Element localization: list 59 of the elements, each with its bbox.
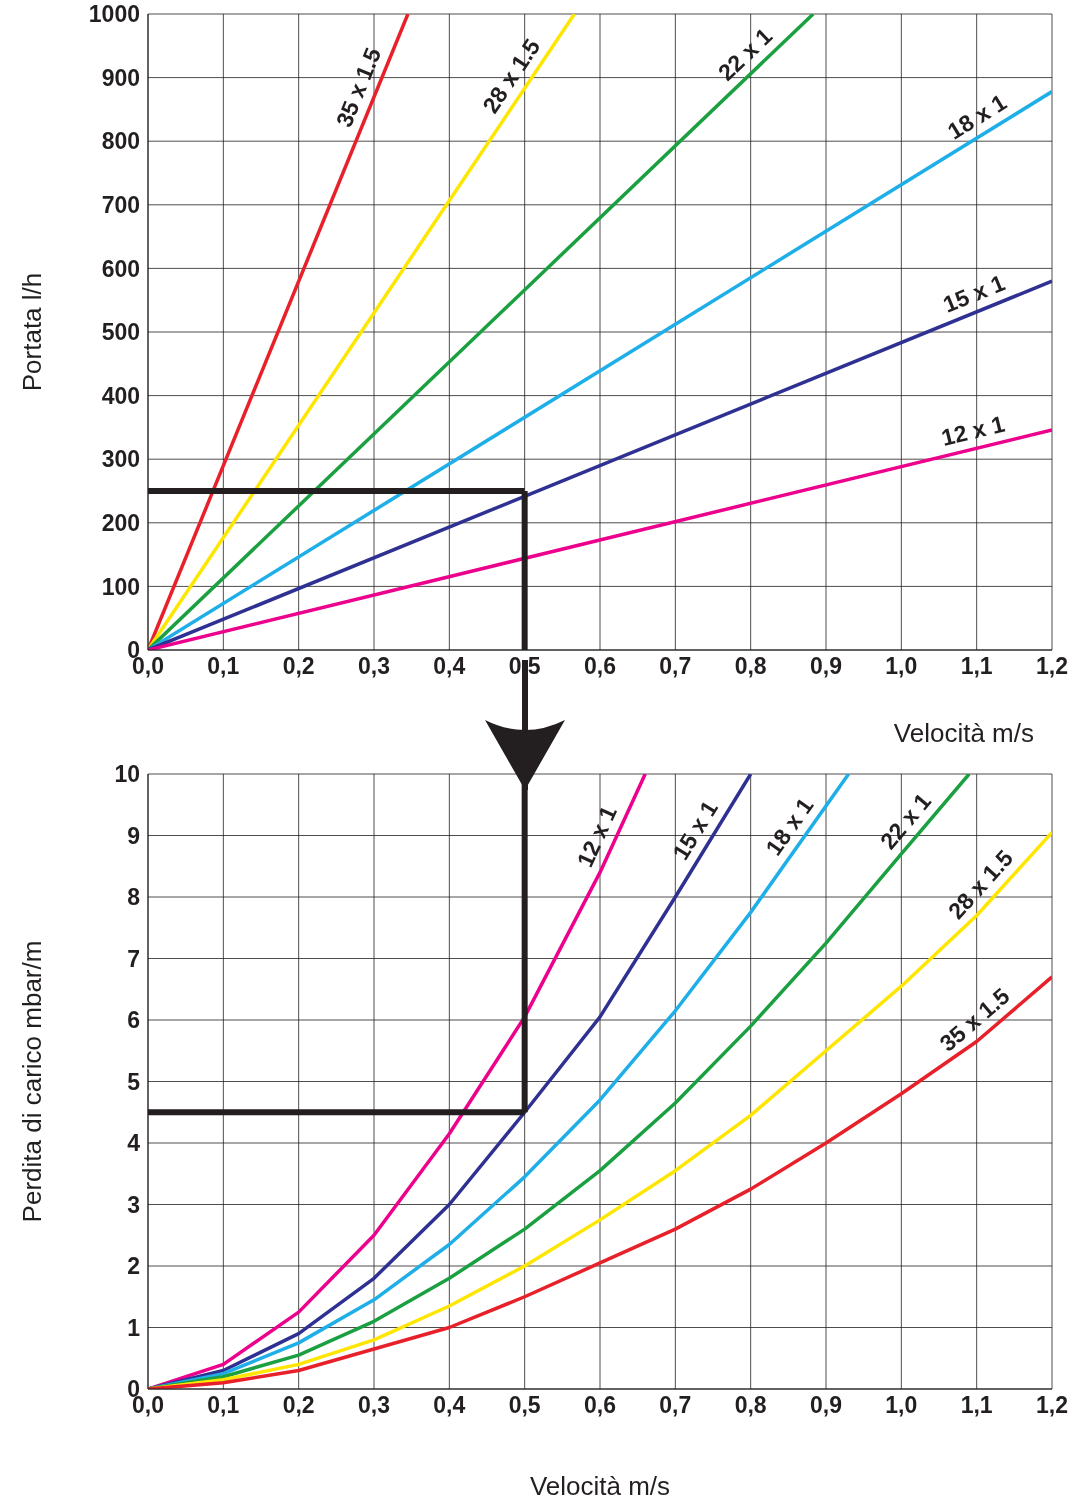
y-tick-label: 700 [101, 191, 140, 218]
x-tick-label: 0,1 [207, 1392, 240, 1419]
text: 22 x 1 [713, 22, 778, 86]
y-tick-label: 800 [101, 128, 140, 155]
x-tick-label: 0,2 [282, 1392, 315, 1419]
text: 28 x 1.5 [942, 844, 1019, 924]
y-tick-label: 100 [101, 573, 140, 600]
y-tick-label: 8 [127, 884, 141, 911]
x-tick-label: 1,0 [885, 653, 918, 680]
x-tick-label: 0,5 [508, 1392, 541, 1419]
x-tick-label: 1,2 [1036, 653, 1068, 680]
text: 35 x 1.5 [330, 43, 387, 131]
x-tick-label: 1,0 [885, 1392, 918, 1419]
text: 12 x 1 [571, 801, 622, 871]
text: 18 x 1 [760, 792, 819, 861]
x-tick-label: 0,9 [810, 1392, 842, 1419]
x-axis-title: Velocità m/s [529, 1471, 671, 1499]
y-tick-label: 400 [101, 382, 140, 409]
text: 28 x 1.5 [477, 33, 546, 118]
y-tick-label: 7 [127, 945, 140, 972]
x-tick-label: 0,7 [659, 653, 692, 680]
x-tick-label: 0,8 [734, 653, 767, 680]
y-tick-label: 5 [127, 1068, 141, 1095]
x-tick-label: 0,9 [810, 653, 842, 680]
y-tick-label: 200 [101, 509, 140, 536]
y-tick-label: 3 [127, 1191, 140, 1218]
x-tick-label: 0,4 [433, 1392, 466, 1419]
y-tick-label: 4 [127, 1130, 141, 1157]
x-tick-label: 0,6 [584, 1392, 616, 1419]
x-tick-label: 0,3 [358, 1392, 390, 1419]
text: 18 x 1 [943, 88, 1012, 145]
y-tick-label: 500 [101, 319, 140, 346]
x-tick-label: 1,1 [960, 653, 993, 680]
text: 22 x 1 [875, 788, 937, 854]
y-tick-label: 600 [101, 255, 140, 282]
y-tick-label: 2 [127, 1253, 140, 1280]
y-tick-label: 10 [114, 761, 140, 788]
text: 35 x 1.5 [934, 982, 1015, 1057]
x-axis-title: Velocità m/s [893, 718, 1034, 748]
text: 15 x 1 [939, 269, 1009, 318]
x-tick-label: 0,4 [433, 653, 466, 680]
y-tick-label: 6 [127, 1007, 140, 1034]
x-tick-label: 1,2 [1036, 1392, 1068, 1419]
y-tick-label: 1 [127, 1314, 141, 1341]
text: 12 x 1 [938, 410, 1008, 451]
x-tick-label: 0,8 [734, 1392, 767, 1419]
y-axis-title: Portata l/h [17, 272, 48, 392]
text: 15 x 1 [667, 796, 724, 865]
y-tick-label: 1000 [88, 1, 140, 28]
x-tick-label: 0,7 [659, 1392, 692, 1419]
x-tick-label: 0,3 [358, 653, 390, 680]
y-tick-label: 900 [101, 64, 140, 91]
x-tick-label: 0,1 [207, 653, 240, 680]
x-tick-label: 0,2 [282, 653, 315, 680]
y-tick-label: 9 [127, 822, 140, 849]
x-tick-label: 1,1 [960, 1392, 993, 1419]
y-tick-label: 300 [101, 446, 140, 473]
x-tick-label: 0,6 [584, 653, 616, 680]
y-axis-title: Perdita di carico mbar/m [17, 940, 48, 1223]
